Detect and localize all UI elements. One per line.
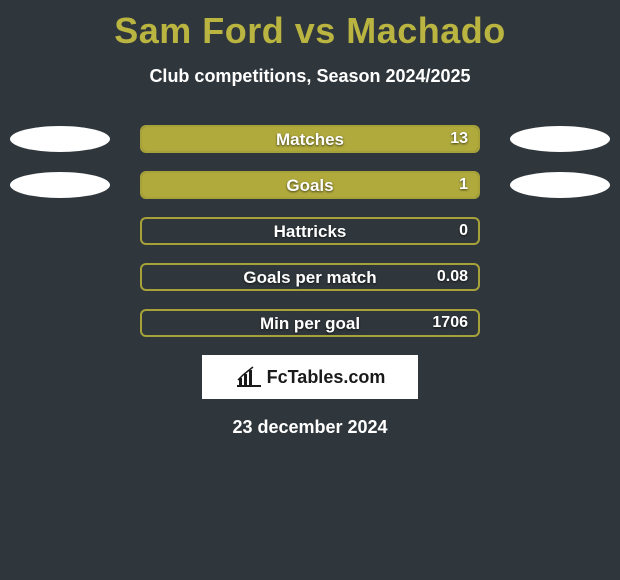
stat-value-right: 0.08 xyxy=(437,268,468,286)
stat-bar: Hattricks0 xyxy=(140,217,480,245)
stat-label: Goals per match xyxy=(142,268,478,288)
stat-bar: Goals per match0.08 xyxy=(140,263,480,291)
stat-row: Goals1 xyxy=(0,171,620,199)
stat-row: Goals per match0.08 xyxy=(0,263,620,291)
stat-value-right: 1706 xyxy=(432,314,468,332)
stat-label: Hattricks xyxy=(142,222,478,242)
player-right-ellipse xyxy=(510,172,610,198)
stats-container: Matches13 Goals1 Hattricks0 Goals per match… xyxy=(0,125,620,337)
player-left-ellipse xyxy=(10,126,110,152)
bar-fill-right xyxy=(142,173,478,197)
fctables-logo: FcTables.com xyxy=(202,355,418,399)
stat-row: Matches13 xyxy=(0,125,620,153)
stat-bar: Min per goal1706 xyxy=(140,309,480,337)
player-right-ellipse xyxy=(510,126,610,152)
stat-row: Min per goal1706 xyxy=(0,309,620,337)
stat-bar: Matches13 xyxy=(140,125,480,153)
page-title: Sam Ford vs Machado xyxy=(0,0,620,52)
subtitle: Club competitions, Season 2024/2025 xyxy=(0,66,620,87)
player-left-ellipse xyxy=(10,172,110,198)
stat-value-right: 0 xyxy=(459,222,468,240)
stat-label: Min per goal xyxy=(142,314,478,334)
bar-chart-icon xyxy=(235,366,261,388)
bar-fill-right xyxy=(142,127,478,151)
stat-row: Hattricks0 xyxy=(0,217,620,245)
date-label: 23 december 2024 xyxy=(0,417,620,438)
logo-text: FcTables.com xyxy=(267,367,386,388)
stat-bar: Goals1 xyxy=(140,171,480,199)
